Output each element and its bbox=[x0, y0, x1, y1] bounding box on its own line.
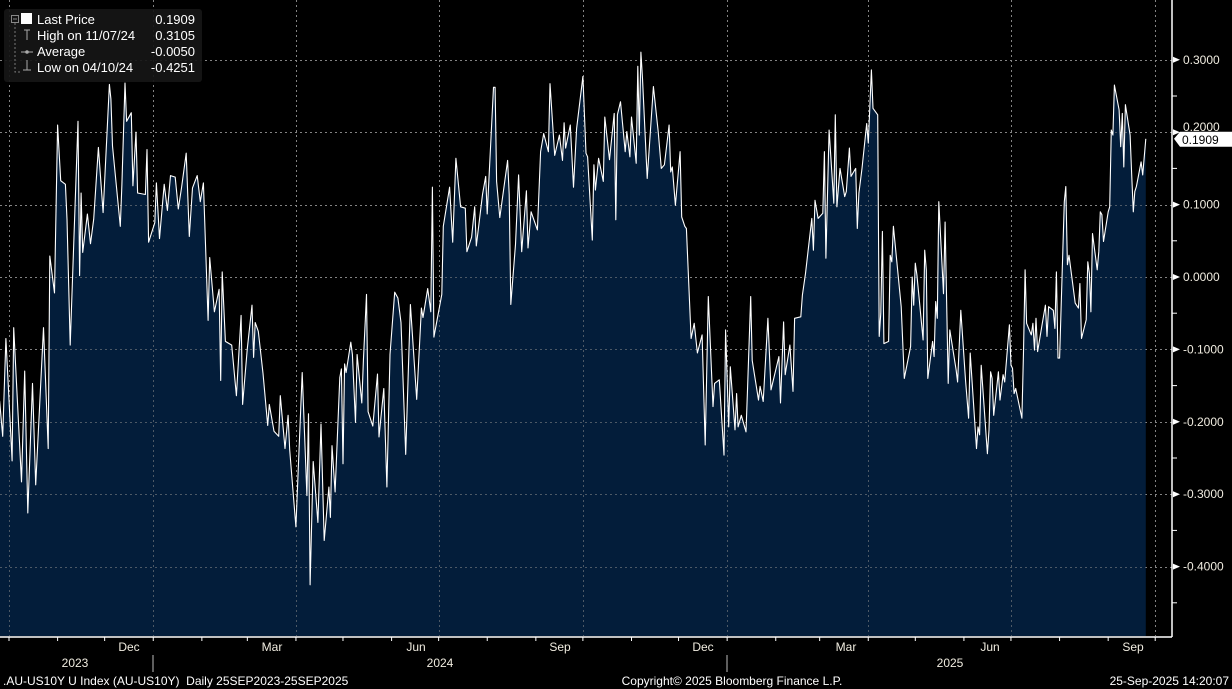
last-price-tag-box bbox=[1174, 131, 1232, 147]
legend-collapse-icon[interactable] bbox=[11, 15, 19, 23]
legend-value: -0.0050 bbox=[151, 44, 195, 59]
copyright-text: Copyright© 2025 Bloomberg Finance L.P. bbox=[622, 674, 843, 688]
y-tick-marker bbox=[1173, 563, 1180, 570]
average-marker-icon bbox=[21, 50, 33, 54]
legend-value: -0.4251 bbox=[151, 60, 195, 75]
high-marker-icon bbox=[24, 29, 30, 40]
last-price-tag: 0.1909 bbox=[1174, 131, 1232, 147]
y-tick-label: 0.3000 bbox=[1183, 53, 1220, 67]
legend-label: Average bbox=[37, 44, 85, 59]
y-tick-marker bbox=[1173, 346, 1180, 353]
y-tick-label: -0.2000 bbox=[1183, 415, 1224, 429]
legend-label: Low on 04/10/24 bbox=[37, 60, 133, 75]
x-tick-label: Dec bbox=[118, 640, 139, 654]
last-price-tag-value: 0.1909 bbox=[1182, 133, 1219, 147]
legend-label: Last Price bbox=[37, 12, 95, 27]
price-area-fill bbox=[0, 52, 1146, 636]
x-year-label: 2023 bbox=[62, 656, 89, 670]
y-tick-marker bbox=[1173, 129, 1180, 136]
x-tick-label: Sep bbox=[1122, 640, 1144, 654]
timestamp: 25-Sep-2025 14:20:07 bbox=[1110, 674, 1230, 688]
y-tick-marker bbox=[1173, 491, 1180, 498]
filled-square-icon bbox=[21, 13, 32, 24]
y-tick-label: -0.3000 bbox=[1183, 487, 1224, 501]
legend-value: 0.3105 bbox=[155, 28, 195, 43]
y-tick-label: -0.4000 bbox=[1183, 560, 1224, 574]
legend-label: High on 11/07/24 bbox=[37, 28, 135, 43]
y-tick-marker bbox=[1173, 418, 1180, 425]
y-tick-marker bbox=[1173, 201, 1180, 208]
vertical-gridlines-overlay bbox=[9, 0, 1156, 636]
y-axis-ticks: 0.3000 0.2000 0.1000 0.0000 -0.1000 -0.2000 -0… bbox=[1172, 53, 1224, 604]
x-tick-label: Mar bbox=[836, 640, 857, 654]
x-year-label: 2024 bbox=[427, 656, 454, 670]
legend-tree-lines bbox=[14, 23, 22, 73]
x-year-labels: 2023 2024 2025 bbox=[62, 655, 964, 672]
y-tick-label: 0.0000 bbox=[1183, 270, 1220, 284]
x-axis-ticks bbox=[8, 637, 1156, 641]
low-marker-icon bbox=[23, 60, 31, 71]
x-tick-label: Sep bbox=[549, 640, 571, 654]
x-year-label: 2025 bbox=[937, 656, 964, 670]
x-tick-label: Dec bbox=[692, 640, 713, 654]
legend-value: 0.1909 bbox=[155, 12, 195, 27]
y-tick-label: -0.1000 bbox=[1183, 342, 1224, 356]
legend: Last Price High on 11/07/24 Average Low … bbox=[4, 9, 202, 82]
y-tick-marker bbox=[1173, 56, 1180, 63]
price-line bbox=[0, 51, 1147, 586]
x-tick-label: Jun bbox=[406, 640, 425, 654]
x-month-labels: Dec Mar Jun Sep Dec Mar Jun Sep bbox=[118, 640, 1144, 654]
x-tick-label: Jun bbox=[980, 640, 999, 654]
legend-box bbox=[4, 9, 202, 82]
y-tick-marker bbox=[1173, 274, 1180, 280]
security-description: .AU-US10Y U Index (AU-US10Y) Daily 25SEP… bbox=[3, 674, 349, 688]
y-tick-label: 0.1000 bbox=[1183, 198, 1220, 212]
y-tick-label: 0.2000 bbox=[1183, 120, 1220, 134]
x-tick-label: Mar bbox=[262, 640, 283, 654]
